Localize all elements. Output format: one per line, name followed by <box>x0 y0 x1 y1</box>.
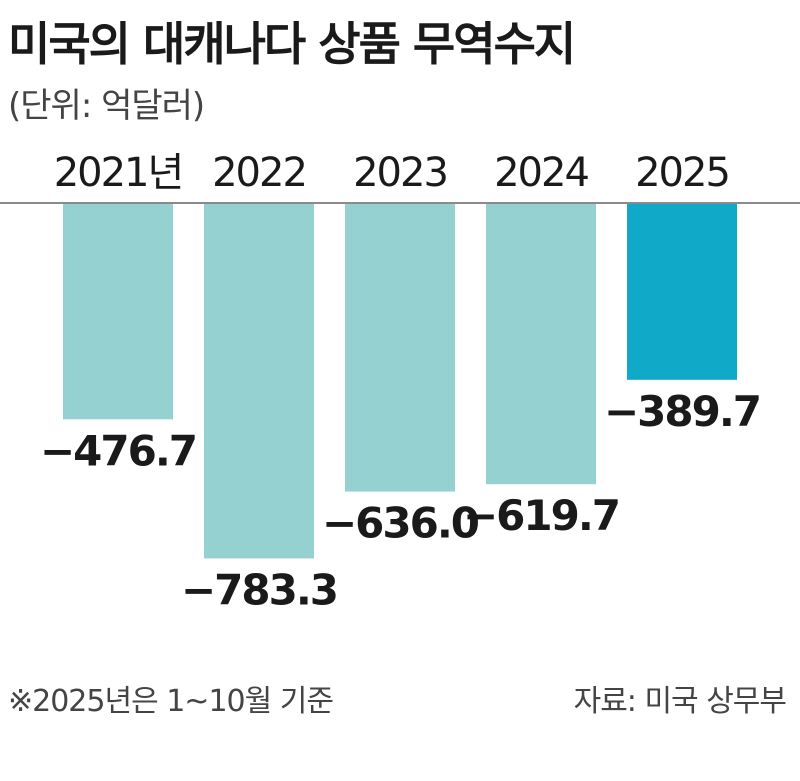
bar-4 <box>486 203 596 485</box>
bar-2 <box>204 203 314 559</box>
value-label-2: −783.3 <box>181 565 337 614</box>
bar-chart: 2021년 −476.7 2022 −783.3 2023 −636.0 2024 −619.… <box>0 150 800 614</box>
source-label: 자료: 미국 상무부 <box>573 684 787 719</box>
footnote: ※2025년은 1~10월 기준 <box>8 684 334 719</box>
category-label-4: 2024 <box>494 150 588 196</box>
bars-group: 2021년 −476.7 2022 −783.3 2023 −636.0 2024 −619.… <box>40 150 762 614</box>
value-label-5: −389.7 <box>604 387 760 436</box>
chart-title: 미국의 대캐나다 상품 무역수지 <box>8 17 576 71</box>
value-label-3: −636.0 <box>322 499 479 548</box>
value-label-1: −476.7 <box>40 426 196 475</box>
bar-1 <box>63 203 173 420</box>
category-label-1: 2021년 <box>54 150 183 196</box>
bar-5 <box>627 203 737 380</box>
category-label-2: 2022 <box>212 150 306 196</box>
category-label-5: 2025 <box>635 150 729 196</box>
value-label-4: −619.7 <box>463 491 619 540</box>
bar-3 <box>345 203 455 492</box>
category-label-3: 2023 <box>353 150 447 196</box>
unit-label: (단위: 억달러) <box>8 86 205 126</box>
